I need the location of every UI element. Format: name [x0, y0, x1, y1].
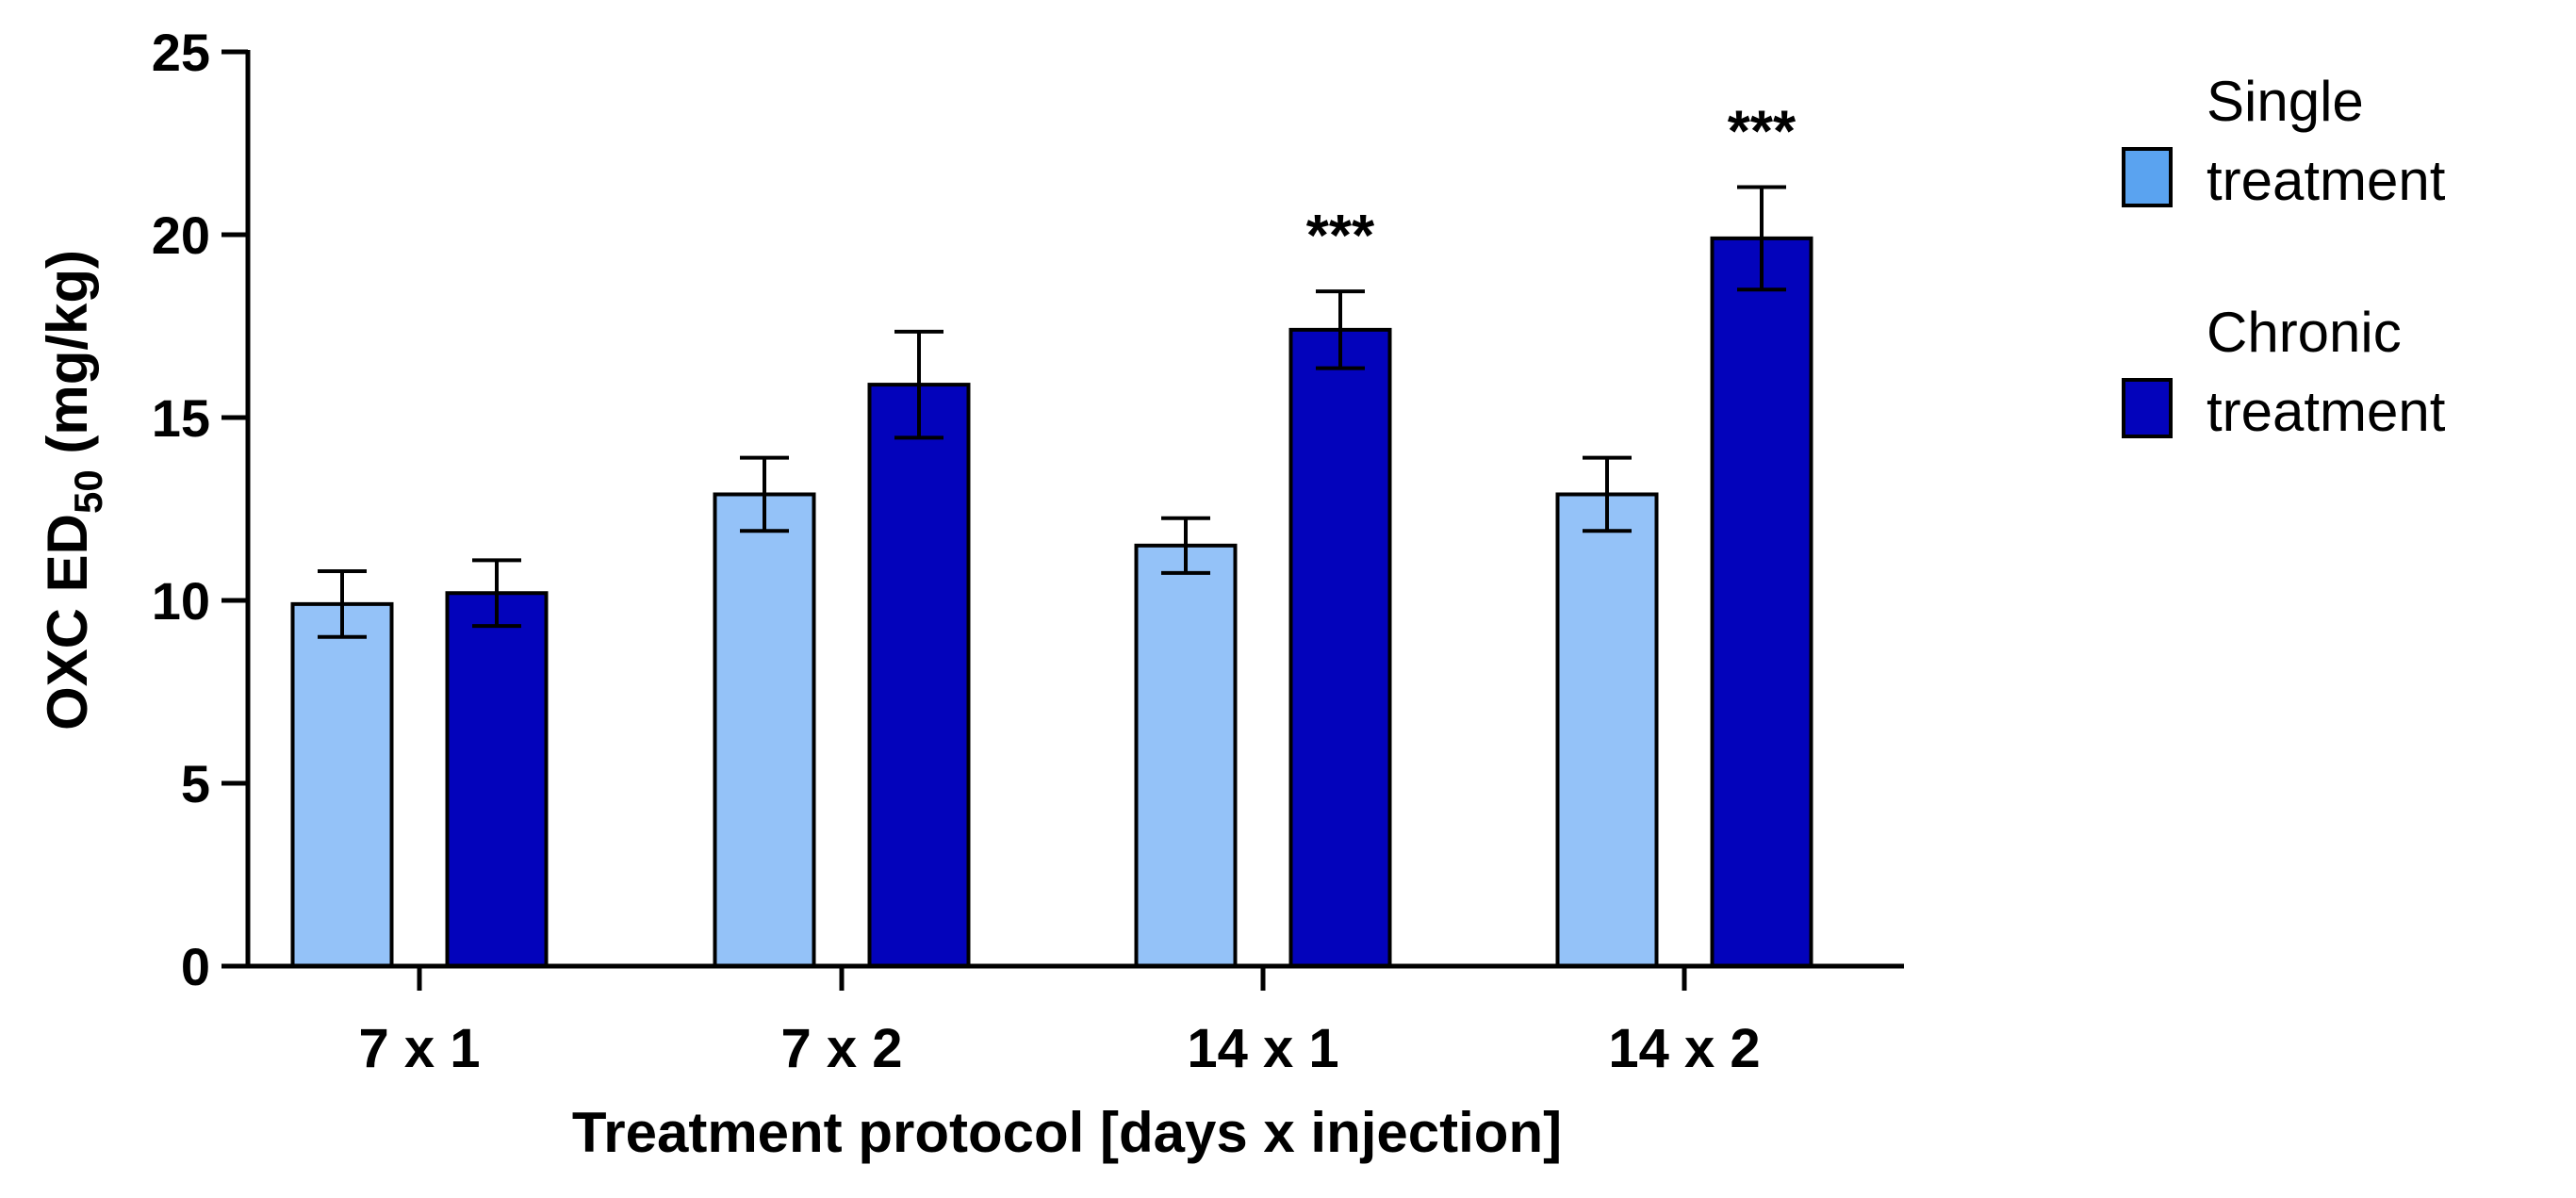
x-tick-label: 7 x 1 — [359, 1018, 481, 1079]
error-bar — [472, 558, 521, 629]
y-tick-label: 15 — [152, 388, 210, 448]
bar-chronic — [867, 383, 971, 968]
y-axis-title-main: OXC ED — [36, 514, 99, 730]
legend-label: treatment — [2207, 149, 2446, 212]
y-axis-title-unit: (mg/kg) — [36, 250, 99, 469]
bar-single — [1134, 543, 1238, 968]
error-bar — [1161, 516, 1210, 575]
legend-item-single: Single treatment — [2122, 70, 2446, 212]
legend-swatch — [2122, 147, 2173, 207]
error-bar — [740, 455, 789, 533]
x-tick-label: 14 x 1 — [1187, 1018, 1338, 1079]
y-axis-title: OXC ED50 (mg/kg) — [36, 250, 110, 730]
y-axis-title-subscript: 50 — [66, 469, 110, 514]
error-bar — [1583, 455, 1632, 533]
error-bar — [894, 329, 943, 440]
legend-label: treatment — [2207, 380, 2446, 443]
error-bar — [1316, 289, 1365, 370]
y-tick-label: 20 — [152, 205, 210, 265]
bar-chronic — [1288, 327, 1392, 968]
x-tick-label: 14 x 2 — [1608, 1018, 1760, 1079]
error-bar — [1737, 185, 1786, 292]
y-tick-label: 25 — [152, 23, 210, 82]
legend-item-chronic: Chronic treatment — [2122, 301, 2446, 443]
y-tick-label: 0 — [181, 937, 210, 996]
bar-single — [713, 492, 816, 968]
bar-single — [290, 601, 394, 968]
x-axis-title: Treatment protocol [days x injection] — [572, 1101, 1562, 1164]
legend-label: Single — [2207, 70, 2364, 133]
significance-label: *** — [1728, 100, 1797, 165]
error-bar — [318, 568, 367, 639]
significance-label: *** — [1306, 204, 1375, 269]
x-tick-label: 7 x 2 — [781, 1018, 903, 1079]
bar-chronic — [1710, 236, 1813, 968]
bar-single — [1555, 492, 1659, 968]
legend-swatch — [2122, 378, 2173, 438]
bar-chronic — [445, 591, 549, 968]
y-tick-label: 5 — [181, 754, 210, 813]
legend-label: Chronic — [2207, 301, 2402, 364]
y-tick-label: 10 — [152, 571, 210, 631]
